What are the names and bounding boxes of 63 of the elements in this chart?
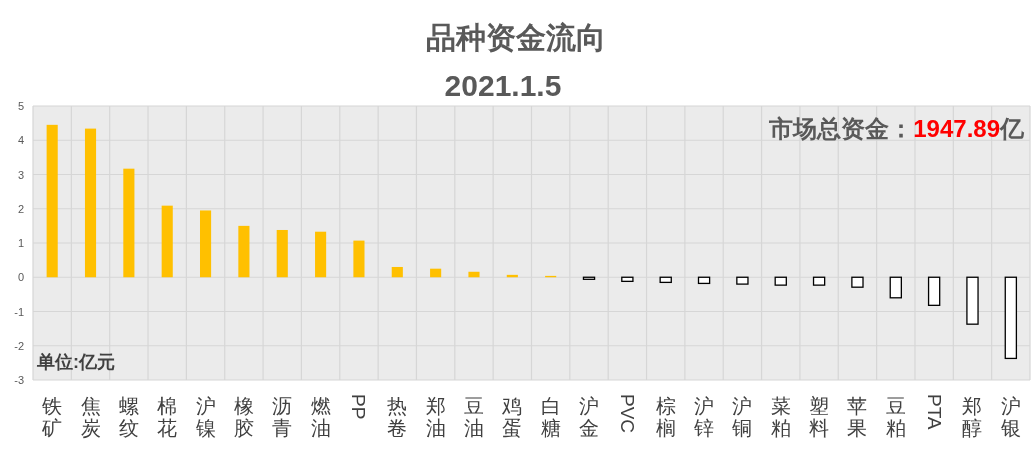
- y-tick-label: -3: [14, 374, 24, 386]
- bar: [161, 205, 173, 278]
- x-tick-label: 沪铜: [731, 395, 753, 439]
- bar: [697, 276, 711, 285]
- bar: [84, 128, 97, 278]
- bar: [889, 276, 902, 299]
- x-tick-label: PP: [348, 394, 370, 420]
- bar: [851, 276, 864, 288]
- bar: [276, 229, 288, 278]
- x-tick-label: 棕榈: [655, 395, 676, 439]
- x-tick-label: 苹果: [847, 395, 868, 439]
- bar: [468, 271, 480, 278]
- y-tick-label: 5: [17, 100, 24, 112]
- y-tick-label: 2: [17, 202, 24, 215]
- y-tick-label: -2: [14, 339, 24, 352]
- bar: [430, 268, 442, 278]
- bar: [391, 266, 403, 278]
- chart-subtitle: 2021.1.5: [444, 69, 562, 102]
- x-tick-label: 棉花: [157, 395, 178, 439]
- x-tick-label: 白糖: [540, 395, 561, 439]
- bar: [621, 276, 634, 283]
- x-tick-label: 沪金: [579, 395, 600, 439]
- y-tick-label: 1: [17, 237, 24, 249]
- y-tick-label: 0: [17, 271, 24, 284]
- bar: [238, 225, 250, 278]
- y-tick-label: -1: [14, 305, 24, 318]
- bar: [123, 168, 135, 278]
- bar: [46, 124, 58, 278]
- bar: [353, 240, 365, 278]
- y-tick-label: 3: [17, 168, 24, 181]
- x-tick-label: 塑料: [809, 395, 830, 439]
- bar: [774, 276, 787, 286]
- x-tick-label: 沥青: [272, 395, 293, 439]
- x-tick-label: 燃油: [310, 395, 331, 439]
- bar: [200, 210, 212, 278]
- x-tick-label: 郑醇: [962, 395, 983, 439]
- x-tick-label: 铁矿: [41, 395, 63, 439]
- bar: [736, 276, 749, 285]
- x-tick-label: 豆油: [463, 395, 484, 439]
- x-tick-label: PTA: [923, 394, 945, 430]
- bar: [315, 231, 327, 278]
- annotation: 单位:亿元: [36, 352, 115, 372]
- bar: [659, 276, 672, 284]
- bar: [966, 276, 979, 325]
- x-tick-label: 橡胶: [233, 395, 254, 439]
- x-tick-label: 热卷: [387, 395, 408, 439]
- x-tick-label: 鸡蛋: [501, 395, 523, 439]
- x-tick-label: 沪镍: [194, 395, 216, 439]
- x-tick-label: 菜粕: [770, 395, 791, 439]
- x-tick-label: 沪银: [999, 395, 1021, 439]
- y-tick-label: 4: [17, 134, 24, 147]
- bar: [812, 276, 826, 286]
- bar: [927, 276, 941, 306]
- x-tick-label: 豆粕: [885, 395, 906, 439]
- x-tick-label: 螺纹: [118, 395, 139, 439]
- x-tick-label: 沪锌: [693, 395, 715, 439]
- x-tick-label: PVC: [616, 394, 638, 434]
- x-tick-label: 焦炭: [80, 395, 101, 439]
- chart-title: 品种资金流向: [426, 21, 606, 54]
- bar: [582, 276, 596, 280]
- x-tick-label: 郑油: [425, 395, 446, 439]
- annotation: 市场总资金：1947.89亿: [768, 115, 1025, 142]
- bar: [1004, 276, 1018, 360]
